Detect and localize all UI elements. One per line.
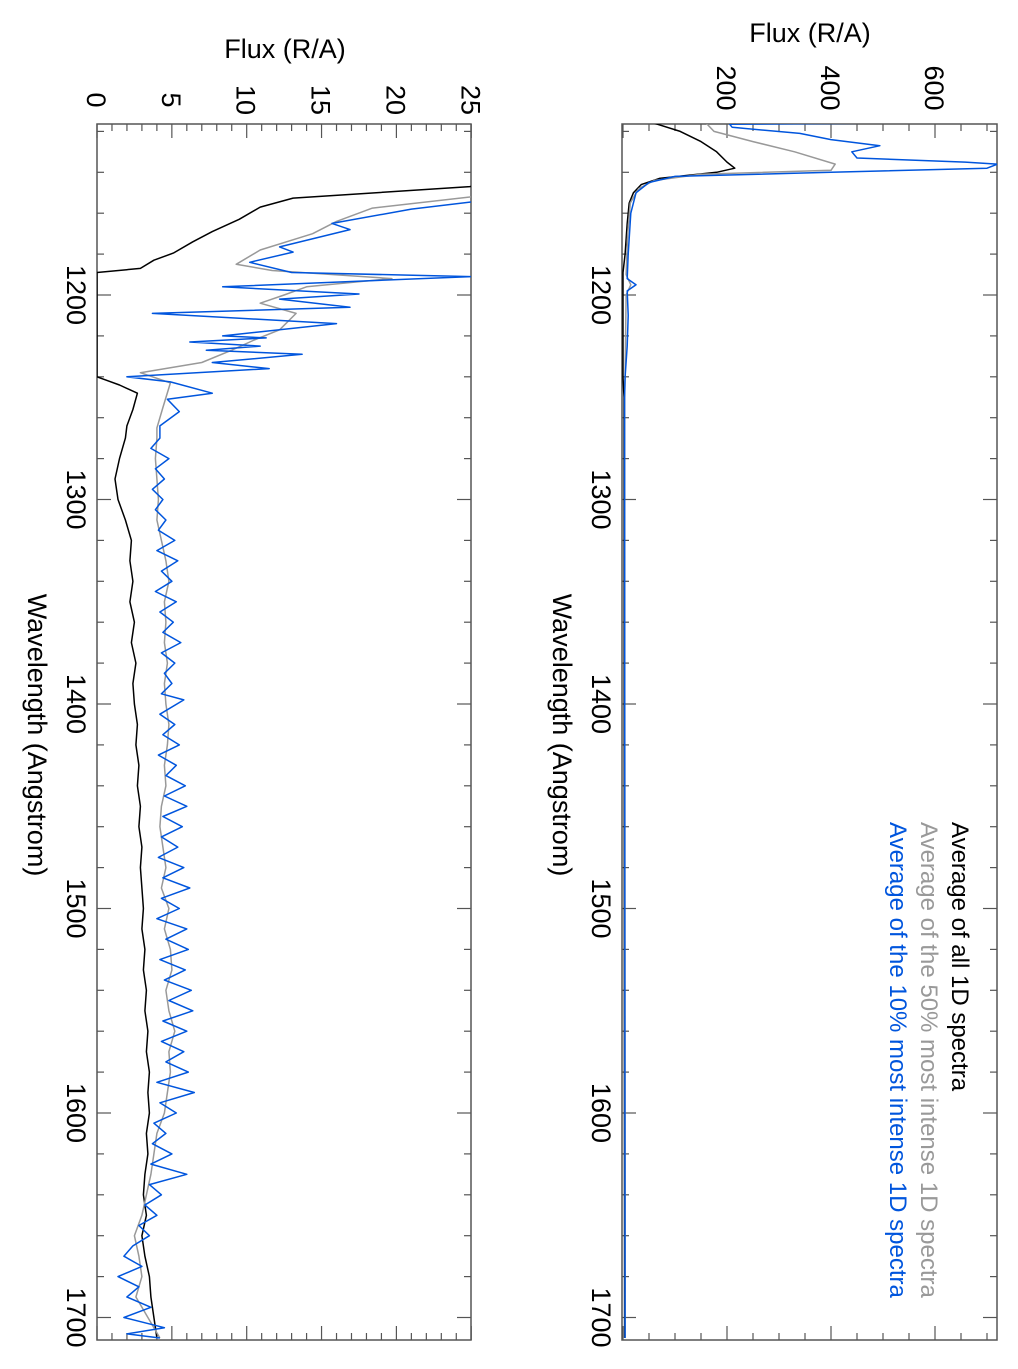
x-axis-label: Wavelength (Angstrom) <box>22 594 52 877</box>
legend-item-10pct: Average of the 10% most intense 1D spect… <box>884 822 911 1298</box>
y-tick-label: 0 <box>81 92 111 107</box>
y-tick-label: 400 <box>815 65 845 110</box>
x-tick-label: 1500 <box>586 878 616 938</box>
x-tick-label: 1700 <box>586 1287 616 1347</box>
series-line-10pct <box>117 201 471 1339</box>
x-tick-label: 1400 <box>586 674 616 734</box>
y-tick-label: 25 <box>455 85 485 115</box>
x-tick-label: 1200 <box>61 265 91 325</box>
series-line-50pct <box>623 124 836 1339</box>
legend: Average of all 1D spectra Average of the… <box>884 822 973 1298</box>
series-line-all <box>97 185 471 1339</box>
y-tick-label: 10 <box>231 85 261 115</box>
x-axis-label: Wavelength (Angstrom) <box>547 594 577 877</box>
y-tick-label: 200 <box>711 65 741 110</box>
y-tick-label: 600 <box>919 65 949 110</box>
x-tick-label: 1300 <box>586 469 616 529</box>
legend-item-50pct: Average of the 50% most intense 1D spect… <box>915 822 942 1298</box>
x-tick-label: 1600 <box>61 1083 91 1143</box>
series-line-10pct <box>623 124 997 1339</box>
y-tick-label: 15 <box>306 85 336 115</box>
bottom-panel: 1200 1300 1400 1500 1600 1700 0 5 10 15 20 25 Flux … <box>22 34 485 1348</box>
series-line-50pct <box>133 196 471 1339</box>
x-tick-label: 1700 <box>61 1287 91 1347</box>
top-panel: 1200 1300 1400 1500 1600 1700 200 400 600 Flux (… <box>547 18 998 1348</box>
y-axis-label: Flux (R/A) <box>224 34 346 64</box>
x-tick-label: 1200 <box>586 265 616 325</box>
y-axis-label: Flux (R/A) <box>749 18 871 48</box>
series-line-all <box>622 124 736 1339</box>
x-tick-label: 1500 <box>61 878 91 938</box>
x-tick-label: 1400 <box>61 674 91 734</box>
plot-frame <box>96 123 472 1341</box>
legend-item-all: Average of all 1D spectra <box>946 822 973 1092</box>
y-tick-label: 5 <box>156 92 186 107</box>
x-tick-label: 1600 <box>586 1083 616 1143</box>
y-tick-label: 20 <box>380 85 410 115</box>
x-tick-label: 1300 <box>61 469 91 529</box>
